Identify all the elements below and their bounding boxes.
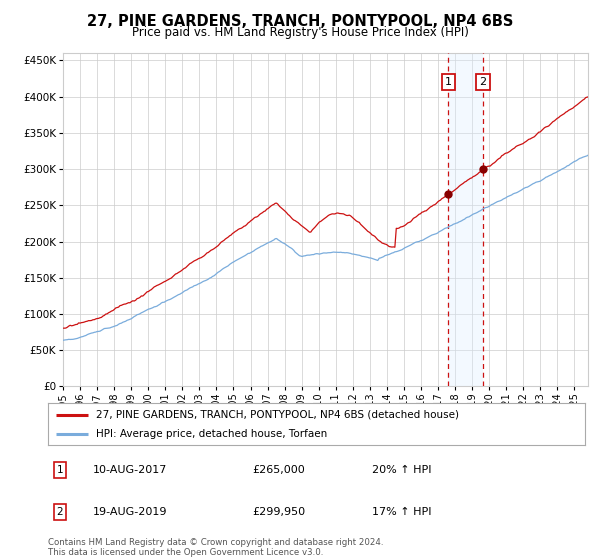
Text: 10-AUG-2017: 10-AUG-2017: [93, 465, 167, 475]
Text: HPI: Average price, detached house, Torfaen: HPI: Average price, detached house, Torf…: [97, 429, 328, 439]
Text: Contains HM Land Registry data © Crown copyright and database right 2024.
This d: Contains HM Land Registry data © Crown c…: [48, 538, 383, 557]
Text: 27, PINE GARDENS, TRANCH, PONTYPOOL, NP4 6BS (detached house): 27, PINE GARDENS, TRANCH, PONTYPOOL, NP4…: [97, 409, 460, 419]
Text: 20% ↑ HPI: 20% ↑ HPI: [372, 465, 431, 475]
Text: £265,000: £265,000: [252, 465, 305, 475]
Text: 27, PINE GARDENS, TRANCH, PONTYPOOL, NP4 6BS: 27, PINE GARDENS, TRANCH, PONTYPOOL, NP4…: [87, 14, 513, 29]
Text: 2: 2: [56, 507, 64, 517]
Text: £299,950: £299,950: [252, 507, 305, 517]
Bar: [448, 53, 483, 386]
Text: 1: 1: [445, 77, 452, 87]
Text: 19-AUG-2019: 19-AUG-2019: [93, 507, 167, 517]
Text: 17% ↑ HPI: 17% ↑ HPI: [372, 507, 431, 517]
Text: Price paid vs. HM Land Registry's House Price Index (HPI): Price paid vs. HM Land Registry's House …: [131, 26, 469, 39]
Text: 2: 2: [479, 77, 487, 87]
Text: 1: 1: [56, 465, 64, 475]
